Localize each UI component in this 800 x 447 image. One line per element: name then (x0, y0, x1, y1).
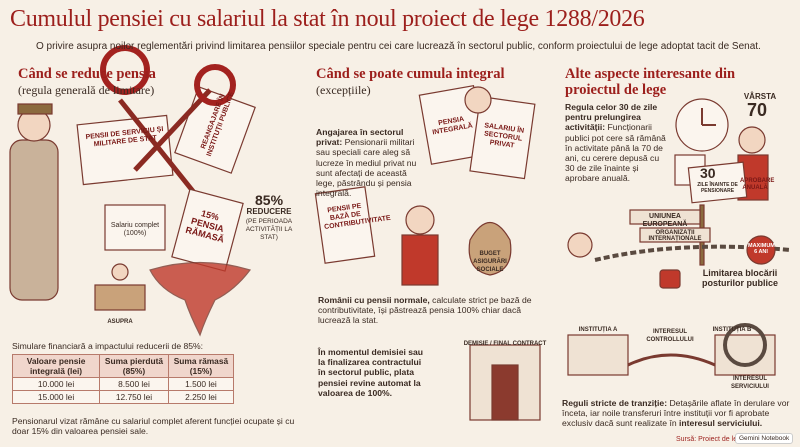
table-cell: 8.500 lei (99, 377, 169, 391)
col2-private: Angajarea în sectorul privat: Pensionari… (316, 127, 424, 198)
label: (PE PERIOADA ACTIVITĂȚII LA STAT) (245, 218, 293, 241)
col3-extension: Regula celor 30 de zile pentru prelungir… (565, 102, 667, 184)
illustration-col3 (567, 98, 791, 376)
label: 70 (747, 100, 768, 120)
label: ASUPRA (107, 319, 133, 325)
table-cell: 10.000 lei (11, 377, 101, 391)
badge: Gemini Notebook (735, 433, 794, 444)
label: INTERESUL CONTROLLULUI (646, 329, 694, 343)
table-cell: 12.750 lei (99, 390, 169, 404)
label: UNIUNEA EUROPEANĂ (642, 213, 688, 228)
text: Funcționarii publici pot cere să rămână … (565, 122, 666, 184)
col2-resignation: În momentul demisiei sau la finalizarea … (318, 347, 424, 398)
col1-subheading: (regula generală de limitare) (18, 83, 155, 97)
table-cell: 15.000 lei (11, 390, 101, 404)
label: 85% (255, 192, 284, 208)
illustration-col1 (9, 45, 256, 337)
label: Salariu complet (100%) (110, 222, 160, 237)
col2-heading: Când se poate cumula integral (316, 66, 505, 82)
title: Cumulul pensiei cu salariul la stat în n… (10, 6, 645, 32)
lead: Regula celor 30 de zile pentru prelungir… (565, 102, 658, 133)
label: INSTITUȚIA A (578, 327, 618, 333)
label: MAXIMUM 6 ANI (748, 243, 775, 255)
col1-note: Pensionarul vizat rămâne cu salariul com… (12, 416, 295, 437)
label: BUGET ASIGURĂRI SOCIALE (473, 251, 507, 273)
label: APROBARE ANUALĂ (740, 178, 775, 191)
table-header: Suma rămasă (15%) (167, 354, 235, 378)
illustration-col2 (314, 84, 541, 421)
label: DEMISIE / FINAL CONTRACT (463, 341, 547, 347)
col3-blocking: Limitarea blocării posturilor publice (701, 268, 778, 288)
table-cell: 2.250 lei (167, 390, 235, 404)
label: 30 (700, 165, 716, 181)
label: INSTITUȚIA B (712, 327, 752, 333)
source: Sursă: Proiect de lege (676, 436, 745, 443)
table-caption: Simulare financiară a impactului reducer… (12, 341, 204, 351)
col2-contributive: Românii cu pensii normale, calculate str… (318, 295, 546, 326)
lead: Reguli stricte de tranziție: (562, 398, 668, 408)
col1-heading: Când se reduce pensia (18, 66, 156, 82)
text: Detașările aflate în derulare vor înceta… (562, 398, 790, 429)
lead: Angajarea în sectorul privat: (316, 127, 404, 148)
col3-heading: Alte aspecte interesante din proiectul d… (565, 66, 736, 98)
text: Pensionarii militari sau speciali care a… (316, 137, 417, 199)
lead: Românii cu pensii normale, (318, 295, 430, 305)
table-header: Suma pierdută (85%) (99, 354, 169, 378)
label: VÂRSTA (743, 92, 777, 101)
col2-subheading: (excepțiile) (316, 83, 371, 97)
simulation-table: Valoare pensie integrală (lei) Suma pier… (11, 354, 235, 404)
label: INTERESUL SERVICIULUI (731, 376, 769, 390)
label: ORGANIZAȚII INTERNAȚIONALE (648, 230, 702, 242)
col3-transition: Reguli stricte de tranziție: Detașările … (562, 398, 796, 429)
label: ZILE ÎNAINTE DE PENSIONARE (697, 182, 738, 194)
emph: interesul serviciului. (679, 418, 763, 429)
label: REDUCERE (246, 207, 292, 216)
table-cell: 1.500 lei (167, 377, 235, 391)
subtitle: O privire asupra noilor reglementări pri… (36, 41, 761, 52)
text: calculate strict pe bază de contributivi… (318, 295, 532, 326)
table-header: Valoare pensie integrală (lei) (11, 354, 101, 378)
